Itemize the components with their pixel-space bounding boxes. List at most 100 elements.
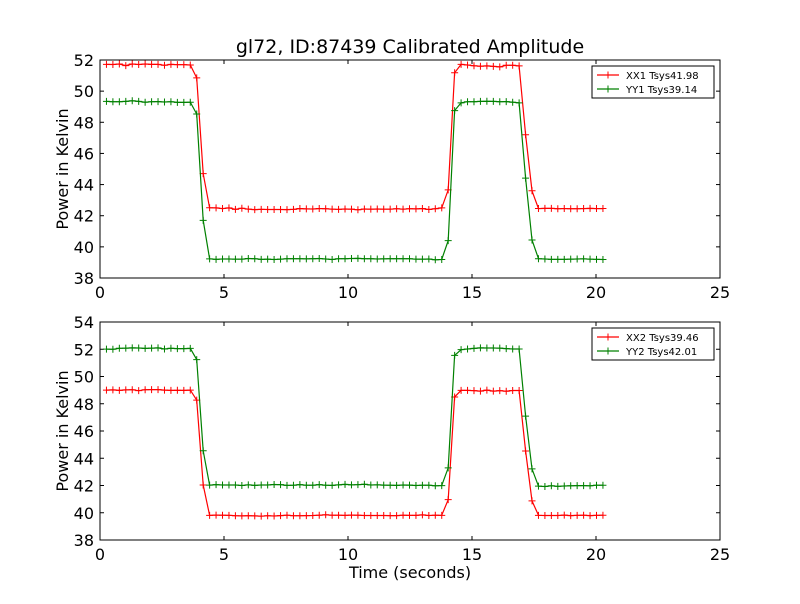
- data-point: [277, 205, 285, 213]
- y-tick-label: 50: [74, 368, 94, 387]
- data-point: [406, 205, 414, 213]
- data-point: [135, 97, 143, 105]
- series-line: [106, 347, 603, 488]
- data-point: [522, 174, 530, 182]
- data-point: [341, 480, 349, 488]
- data-point: [431, 256, 439, 264]
- y-tick-label: 44: [74, 449, 94, 468]
- data-point: [335, 205, 343, 213]
- data-point: [464, 61, 472, 69]
- data-point: [154, 344, 162, 352]
- data-point: [141, 98, 149, 106]
- data-point: [341, 205, 349, 213]
- x-tick-label: 20: [586, 283, 606, 302]
- data-point: [283, 481, 291, 489]
- x-tick-label: 10: [338, 545, 358, 564]
- legend-label: YY1 Tsys39.14: [625, 85, 697, 96]
- legend-label: XX1 Tsys41.98: [626, 71, 699, 82]
- data-point: [315, 255, 323, 263]
- data-point: [457, 346, 465, 354]
- legend: XX1 Tsys41.98 YY1 Tsys39.14: [591, 65, 715, 99]
- data-point: [573, 205, 581, 213]
- data-point: [180, 61, 188, 69]
- data-point: [283, 511, 291, 519]
- data-point: [167, 344, 175, 352]
- y-tick-label: 46: [74, 422, 94, 441]
- data-point: [135, 61, 143, 69]
- data-point: [547, 511, 555, 519]
- data-point: [541, 255, 549, 263]
- data-point: [302, 512, 310, 520]
- data-point: [399, 511, 407, 519]
- data-point: [296, 255, 304, 263]
- data-point: [109, 98, 117, 106]
- data-point: [380, 255, 388, 263]
- data-point: [206, 255, 214, 263]
- data-point: [322, 511, 330, 519]
- data-point: [264, 512, 272, 520]
- data-point: [547, 204, 555, 212]
- data-point: [489, 387, 497, 395]
- data-point: [309, 255, 317, 263]
- data-point: [135, 344, 143, 352]
- y-tick-label: 40: [74, 504, 94, 523]
- data-point: [270, 205, 278, 213]
- data-point: [335, 511, 343, 519]
- data-point: [406, 255, 414, 263]
- data-point: [464, 386, 472, 394]
- data-point: [296, 512, 304, 520]
- data-point: [160, 386, 168, 394]
- data-point: [470, 98, 478, 106]
- data-point: [160, 98, 168, 106]
- data-point: [599, 255, 607, 263]
- data-point: [457, 60, 465, 68]
- data-point: [393, 205, 401, 213]
- data-point: [212, 511, 220, 519]
- data-point: [102, 345, 110, 353]
- x-tick-label: 15: [462, 283, 482, 302]
- data-point: [489, 97, 497, 105]
- data-point: [115, 98, 123, 106]
- series-line: [106, 100, 603, 261]
- data-point: [386, 512, 394, 520]
- data-point: [502, 98, 510, 106]
- data-point: [541, 482, 549, 490]
- x-tick-label: 15: [462, 545, 482, 564]
- data-point: [489, 344, 497, 352]
- data-point: [257, 255, 265, 263]
- data-point: [302, 481, 310, 489]
- data-point: [341, 511, 349, 519]
- data-point: [367, 511, 375, 519]
- data-point: [154, 60, 162, 68]
- data-point: [476, 97, 484, 105]
- data-point: [102, 97, 110, 105]
- series-line: [106, 389, 603, 517]
- data-point: [380, 511, 388, 519]
- data-point: [251, 255, 259, 263]
- data-point: [464, 345, 472, 353]
- data-point: [560, 482, 568, 490]
- data-point: [309, 205, 317, 213]
- data-point: [509, 61, 517, 69]
- data-point: [522, 131, 530, 139]
- data-point: [109, 61, 117, 69]
- data-point: [431, 482, 439, 490]
- data-point: [277, 255, 285, 263]
- data-point: [354, 511, 362, 519]
- data-point: [534, 255, 542, 263]
- data-point: [109, 386, 117, 394]
- data-point: [115, 386, 123, 394]
- data-point: [412, 205, 420, 213]
- data-point: [528, 497, 536, 505]
- data-point: [225, 481, 233, 489]
- data-point: [289, 481, 297, 489]
- x-tick-label: 20: [586, 545, 606, 564]
- data-point: [335, 255, 343, 263]
- y-tick-label: 38: [74, 269, 94, 288]
- data-point: [173, 386, 181, 394]
- data-point: [567, 482, 575, 490]
- data-point: [167, 60, 175, 68]
- data-point: [541, 511, 549, 519]
- data-point: [199, 216, 207, 224]
